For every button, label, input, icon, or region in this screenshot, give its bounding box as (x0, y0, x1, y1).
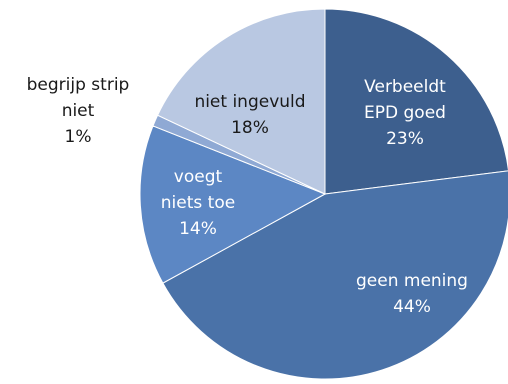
pie-slice (324, 8, 508, 195)
slice-value-label: 44% (393, 297, 431, 317)
slice-value-label: 1% (65, 127, 92, 147)
slice-name-label: begrijp strip (27, 75, 130, 95)
slice-label: niet ingevuld 18% (194, 92, 305, 138)
slice-value-label: 23% (386, 129, 424, 149)
slice-name-label: niet (62, 101, 95, 121)
pie-slice (156, 8, 326, 195)
slice-label: Verbeeldt EPD goed 23% (364, 77, 446, 149)
slice-label: begrijp strip niet 1% (27, 75, 130, 147)
slice-name-label: niets toe (161, 193, 235, 213)
pie-slice (162, 170, 508, 380)
slice-name-label: geen mening (356, 271, 468, 291)
slice-label: geen mening 44% (356, 271, 468, 317)
slice-name-label: voegt (174, 167, 223, 187)
slice-value-label: 14% (179, 219, 217, 239)
pie-slice (139, 125, 327, 284)
slice-label: voegt niets toe 14% (161, 167, 235, 239)
slice-name-label: EPD goed (364, 103, 446, 123)
slice-name-label: niet ingevuld (194, 92, 305, 112)
slice-value-label: 18% (231, 118, 269, 138)
slice-name-label: Verbeeldt (364, 77, 446, 97)
